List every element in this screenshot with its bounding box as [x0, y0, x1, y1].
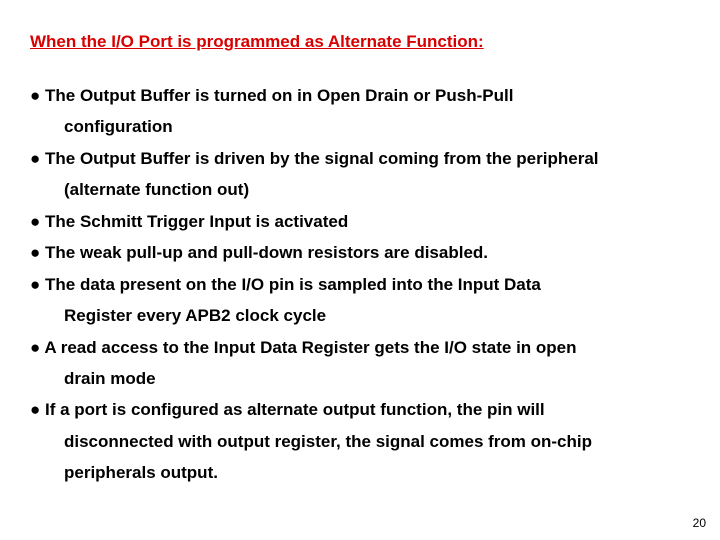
list-item-continuation: drain mode [30, 363, 690, 394]
list-item: ● The Output Buffer is driven by the sig… [30, 143, 690, 174]
list-item: ● The Schmitt Trigger Input is activated [30, 206, 690, 237]
list-item: ● If a port is configured as alternate o… [30, 394, 690, 425]
bullet-list: ● The Output Buffer is turned on in Open… [30, 80, 690, 489]
list-item: ● The weak pull-up and pull-down resisto… [30, 237, 690, 268]
list-item-continuation: peripherals output. [30, 457, 690, 488]
list-item-continuation: Register every APB2 clock cycle [30, 300, 690, 331]
list-item-continuation: configuration [30, 111, 690, 142]
slide-title: When the I/O Port is programmed as Alter… [30, 32, 690, 52]
list-item: ● The Output Buffer is turned on in Open… [30, 80, 690, 111]
list-item: ● A read access to the Input Data Regist… [30, 332, 690, 363]
list-item: ● The data present on the I/O pin is sam… [30, 269, 690, 300]
list-item-continuation: disconnected with output register, the s… [30, 426, 690, 457]
page-number: 20 [693, 516, 706, 530]
slide-container: When the I/O Port is programmed as Alter… [0, 0, 720, 489]
list-item-continuation: (alternate function out) [30, 174, 690, 205]
